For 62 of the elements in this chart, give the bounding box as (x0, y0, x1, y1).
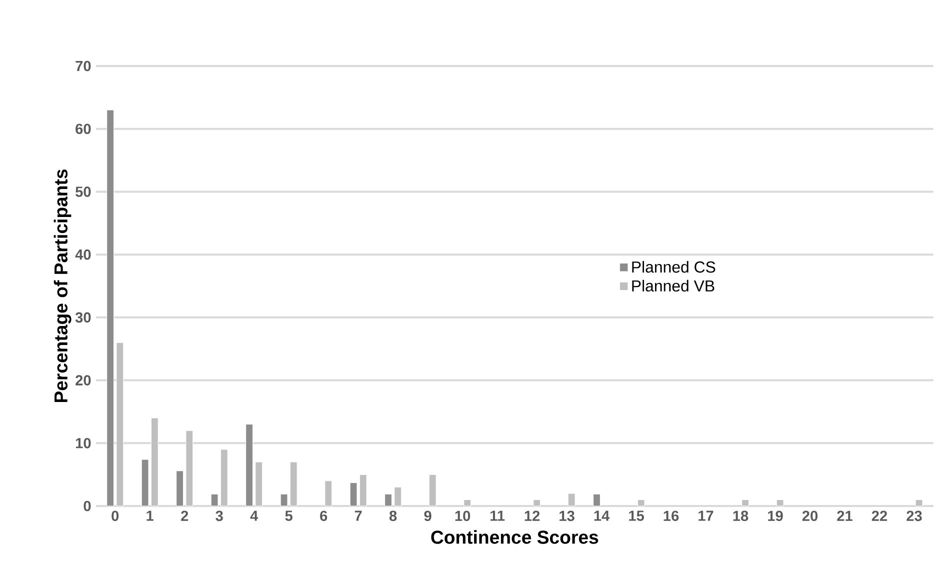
bar (141, 459, 149, 506)
bar (428, 474, 436, 506)
x-tick-label: 4 (250, 510, 258, 521)
bar (150, 418, 158, 506)
bar (394, 486, 402, 506)
x-tick-label: 6 (320, 510, 328, 522)
bar (186, 430, 194, 506)
x-tick-label: 20 (802, 510, 818, 522)
y-tick-label: 40 (75, 249, 91, 260)
bar (464, 499, 472, 506)
x-tick-label: 13 (560, 510, 574, 522)
legend-label: Planned VB (632, 280, 714, 292)
bar (384, 494, 392, 506)
bar (176, 470, 184, 506)
x-axis-title: Continence Scores (431, 530, 598, 544)
x-tick-label: 15 (629, 510, 644, 521)
bar (568, 493, 576, 506)
x-tick-label: 19 (768, 510, 783, 522)
x-tick-label: 16 (664, 510, 679, 522)
bar (324, 480, 332, 506)
bar (106, 110, 114, 506)
legend-label: Planned CS (632, 261, 716, 273)
x-tick-label: 2 (181, 510, 188, 521)
y-tick-label: 10 (76, 438, 91, 448)
x-tick-label: 5 (285, 510, 292, 521)
bar (116, 342, 124, 506)
bar (593, 494, 600, 506)
bar (637, 499, 645, 506)
bar (210, 494, 218, 506)
x-tick-label: 9 (424, 510, 432, 522)
bar (359, 474, 367, 506)
bar (350, 482, 358, 506)
x-tick-label: 10 (455, 510, 470, 522)
x-tick-label: 21 (837, 510, 852, 521)
x-tick-label: 18 (733, 510, 748, 522)
x-tick-label: 3 (216, 510, 223, 522)
bar (220, 449, 228, 506)
y-tick-label: 50 (76, 186, 91, 197)
y-tick-label: 0 (84, 500, 91, 512)
bar (280, 494, 288, 506)
y-tick-label: 30 (75, 312, 91, 323)
x-tick-label: 11 (490, 510, 505, 521)
y-tick-label: 70 (76, 60, 91, 72)
x-tick-label: 1 (146, 510, 154, 521)
bar (742, 499, 750, 506)
bar (776, 499, 784, 506)
x-tick-label: 0 (112, 510, 119, 522)
x-tick-label: 17 (698, 510, 714, 521)
y-tick-label: 60 (76, 124, 91, 134)
bar (915, 499, 923, 506)
bar (255, 462, 263, 506)
x-tick-label: 14 (594, 510, 610, 521)
bar (246, 424, 254, 506)
x-tick-label: 23 (906, 510, 922, 522)
x-tick-label: 7 (354, 510, 362, 521)
bar (290, 462, 298, 506)
y-axis-title: Percentage of Participants (54, 169, 72, 402)
x-tick-label: 8 (389, 510, 397, 522)
x-tick-label: 22 (872, 510, 888, 521)
bar (533, 499, 541, 506)
y-tick-label: 20 (76, 375, 91, 386)
x-tick-label: 12 (524, 510, 540, 521)
